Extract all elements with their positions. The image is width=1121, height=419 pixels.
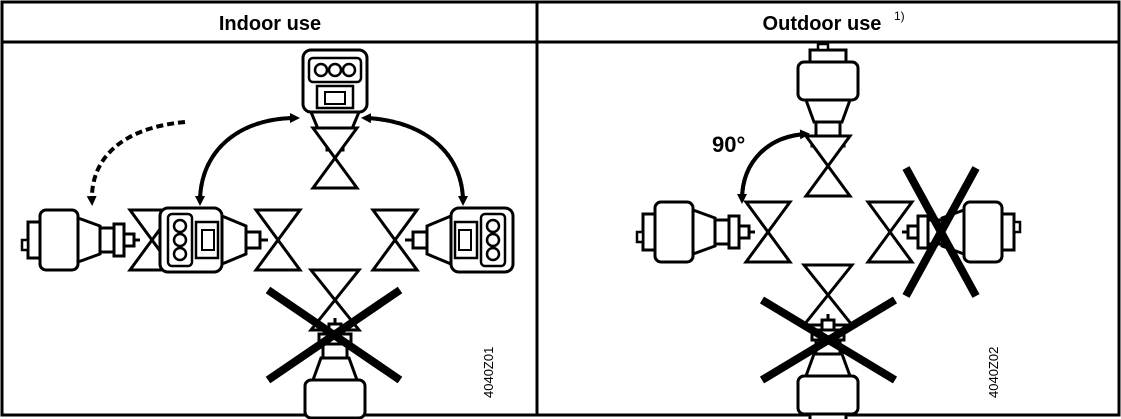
outdoor-angle-label: 90° [712,132,745,157]
indoor-panel: 4040Z01 [20,48,515,419]
indoor-cross-out [265,286,403,384]
indoor-arrow-top-to-left [86,120,186,206]
indoor-arrow-top-to-right [364,116,468,206]
indoor-valve-top [311,126,359,190]
indoor-arrow-top-to-left-head [195,116,297,206]
outdoor-header: Outdoor use [763,13,882,35]
outdoor-valve-top [804,134,852,198]
indoor-drawing-code: 4040Z01 [481,347,496,398]
indoor-arrows [86,113,468,206]
indoor-header: Indoor use [219,13,321,35]
indoor-actuator-left-open [158,206,270,274]
outdoor-actuator-right [900,200,1022,264]
indoor-actuator-right-open [403,206,515,274]
indoor-arrow-left-to-top [198,113,300,203]
indoor-actuator-left-closed [20,208,142,272]
outdoor-cross-out-right [902,166,980,298]
outdoor-actuator-left [635,200,757,264]
outdoor-cross-out-bottom [759,296,898,384]
outdoor-panel: 90° 4040Z02 [635,42,1022,419]
outdoor-drawing-code: 4040Z02 [986,347,1001,398]
outdoor-footnote-mark: 1) [894,9,905,23]
outdoor-90deg-arrow-back [737,132,807,204]
indoor-arrow-right-to-top [361,113,465,203]
